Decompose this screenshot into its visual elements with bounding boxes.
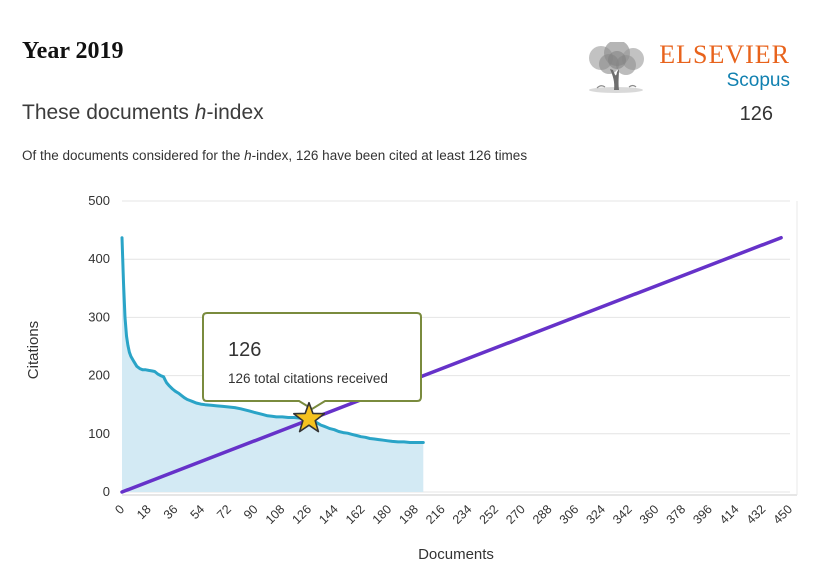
- svg-text:108: 108: [263, 502, 288, 527]
- svg-text:450: 450: [770, 502, 795, 527]
- svg-text:72: 72: [214, 502, 234, 522]
- svg-text:324: 324: [583, 502, 608, 527]
- chart-tooltip: 126 126 total citations received: [202, 312, 422, 411]
- chart-series: [120, 235, 783, 494]
- svg-text:198: 198: [396, 502, 421, 527]
- svg-text:396: 396: [690, 502, 715, 527]
- scopus-wordmark: Scopus: [726, 70, 790, 91]
- svg-text:54: 54: [188, 502, 208, 522]
- svg-text:126: 126: [290, 502, 315, 527]
- section-title-suffix: -index: [206, 101, 264, 124]
- logo-wordmarks: ELSEVIER Scopus: [659, 42, 790, 93]
- elsevier-wordmark: ELSEVIER: [659, 40, 790, 69]
- svg-text:378: 378: [664, 502, 689, 527]
- svg-text:306: 306: [557, 502, 582, 527]
- elsevier-tree-icon: [589, 42, 645, 93]
- svg-text:90: 90: [241, 502, 261, 522]
- svg-text:270: 270: [503, 502, 528, 527]
- h-index-star-marker[interactable]: [292, 401, 326, 433]
- subtitle-italic-h: h: [244, 148, 252, 163]
- svg-text:342: 342: [610, 502, 635, 527]
- svg-text:432: 432: [744, 502, 769, 527]
- page-title: Year 2019: [22, 38, 124, 64]
- subtitle-suffix: -index, 126 have been cited at least 126…: [251, 148, 528, 163]
- svg-text:144: 144: [316, 502, 341, 527]
- y-axis-title: Citations: [25, 321, 42, 379]
- svg-text:400: 400: [88, 251, 110, 266]
- svg-text:200: 200: [88, 368, 110, 383]
- svg-text:0: 0: [112, 502, 127, 517]
- svg-text:36: 36: [161, 502, 181, 522]
- svg-text:234: 234: [450, 502, 475, 527]
- subtitle-prefix: Of the documents considered for the: [22, 148, 245, 163]
- tooltip-callout-box: [202, 312, 422, 411]
- tooltip-value: 126: [228, 339, 261, 361]
- section-title-prefix: These documents: [22, 101, 195, 124]
- svg-text:162: 162: [343, 502, 368, 527]
- section-subtitle: Of the documents considered for the h-in…: [22, 148, 527, 163]
- x-axis-title: Documents: [418, 546, 494, 563]
- svg-text:100: 100: [88, 426, 110, 441]
- svg-text:414: 414: [717, 502, 742, 527]
- svg-text:288: 288: [530, 502, 555, 527]
- section-title-italic-h: h: [194, 101, 207, 124]
- svg-text:360: 360: [637, 502, 662, 527]
- svg-text:18: 18: [134, 502, 154, 522]
- svg-text:0: 0: [103, 484, 110, 499]
- tooltip-description: 126 total citations received: [228, 371, 388, 386]
- svg-text:500: 500: [88, 193, 110, 208]
- svg-text:252: 252: [477, 502, 502, 527]
- hindex-value: 126: [739, 103, 773, 125]
- section-header: These documents h-index: [22, 101, 790, 125]
- svg-text:180: 180: [370, 502, 395, 527]
- scopus-logo[interactable]: ELSEVIER Scopus: [583, 42, 790, 94]
- section-title: These documents h-index: [22, 101, 264, 124]
- svg-text:216: 216: [423, 502, 448, 527]
- svg-text:300: 300: [88, 309, 110, 324]
